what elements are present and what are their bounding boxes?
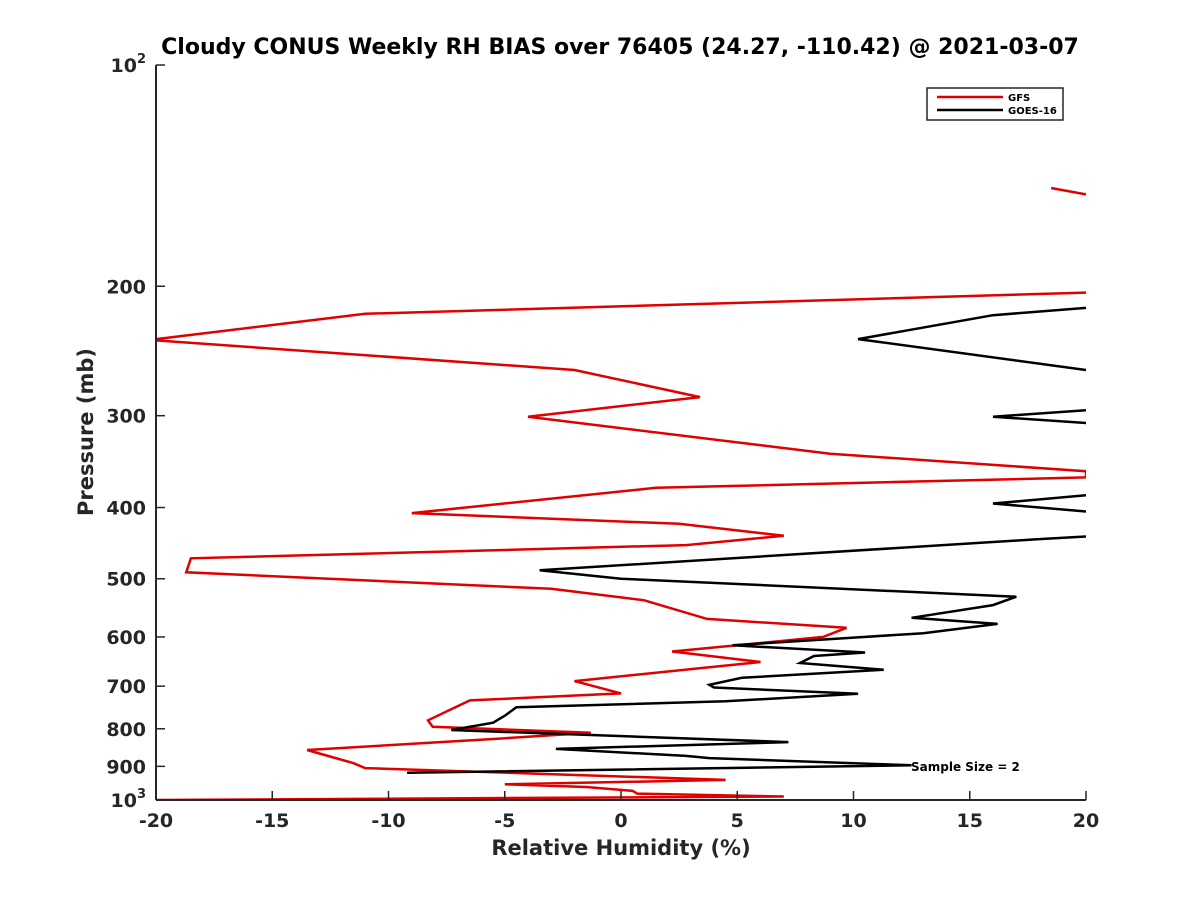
x-tick-label: 0 — [614, 810, 627, 832]
y-tick-label: 200 — [106, 276, 146, 298]
y-tick-label: 103 — [111, 787, 147, 812]
y-tick-label-base: 200 — [106, 276, 146, 298]
x-ticks: -20 -15 -10 -5 0 5 10 15 20 — [139, 791, 1099, 832]
y-tick-label: 900 — [106, 756, 146, 778]
x-tick-label: 5 — [731, 810, 744, 832]
y-tick-label-base: 900 — [106, 756, 146, 778]
y-tick-label: 800 — [106, 719, 146, 741]
y-tick-label: 600 — [106, 627, 146, 649]
x-tick-label: -15 — [255, 810, 289, 832]
y-tick-label-exponent: 2 — [137, 52, 146, 67]
x-axis-label: Relative Humidity (%) — [491, 836, 750, 860]
series-line-goes-16 — [407, 535, 1086, 774]
y-tick-label-base: 700 — [106, 676, 146, 698]
chart-title: Cloudy CONUS Weekly RH BIAS over 76405 (… — [161, 35, 1079, 60]
legend: GFS GOES-16 — [926, 87, 1064, 121]
y-tick-label: 500 — [106, 569, 146, 591]
y-axis-label: Pressure (mb) — [74, 348, 98, 516]
series-line-goes-16 — [992, 494, 1086, 513]
y-tick-label: 102 — [111, 52, 147, 77]
series-layer — [156, 186, 1086, 800]
x-tick-label: 20 — [1073, 810, 1099, 832]
y-tick-label-base: 600 — [106, 627, 146, 649]
series-line-goes-16 — [857, 306, 1086, 372]
y-tick-label-base: 10 — [111, 55, 137, 77]
series-line-goes-16 — [992, 409, 1086, 425]
y-tick-label-base: 400 — [106, 498, 146, 520]
x-tick-label: -10 — [371, 810, 405, 832]
legend-box — [926, 87, 1064, 121]
sample-size-annotation: Sample Size = 2 — [911, 760, 1020, 774]
x-tick-label: -20 — [139, 810, 173, 832]
series-line-gfs — [156, 291, 1086, 800]
y-tick-label-base: 10 — [111, 790, 137, 812]
y-tick-label: 400 — [106, 498, 146, 520]
series-line-gfs — [1050, 186, 1086, 196]
x-tick-label: -5 — [494, 810, 515, 832]
y-tick-label-base: 800 — [106, 719, 146, 741]
y-tick-label-base: 300 — [106, 406, 146, 428]
x-tick-label: 15 — [957, 810, 983, 832]
y-tick-label-exponent: 3 — [137, 787, 146, 802]
legend-label-goes-16: GOES-16 — [1008, 106, 1057, 117]
plot-area: -20 -15 -10 -5 0 5 10 15 20 10220030040050060070… — [106, 52, 1099, 832]
x-tick-label: 10 — [840, 810, 866, 832]
y-tick-label: 300 — [106, 406, 146, 428]
y-tick-label: 700 — [106, 676, 146, 698]
y-tick-label-base: 500 — [106, 569, 146, 591]
legend-label-gfs: GFS — [1008, 93, 1030, 104]
